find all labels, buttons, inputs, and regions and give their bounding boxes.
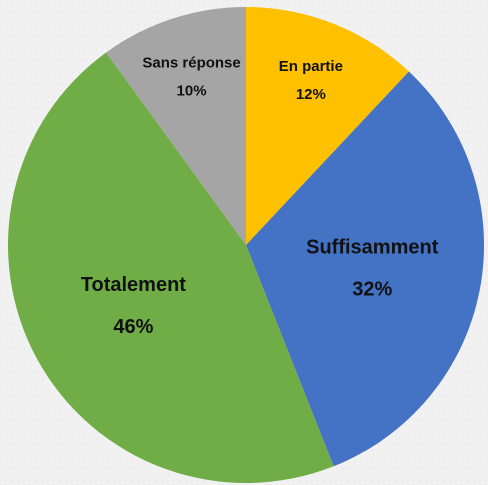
slice-value-label: 12% <box>296 86 326 103</box>
pie-slice <box>246 7 409 245</box>
slice-value-label: 10% <box>177 82 207 99</box>
pie-slice <box>106 7 246 245</box>
slice-label: Sans réponse <box>142 54 240 71</box>
slice-label: Suffisamment <box>306 236 439 258</box>
slice-label: En partie <box>279 58 343 75</box>
slice-value-label: 32% <box>352 278 392 300</box>
slice-label: Totalement <box>81 274 187 296</box>
pie-slice <box>246 71 485 467</box>
slice-value-label: 46% <box>113 316 153 338</box>
pie-slice <box>7 52 334 484</box>
